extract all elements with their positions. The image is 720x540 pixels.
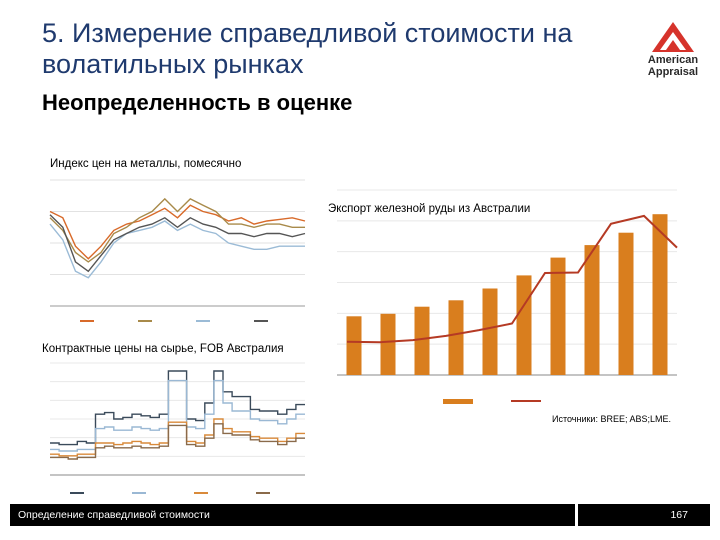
export-volume-bar: [652, 214, 668, 375]
page-title: 5. Измерение справедливой стоимости на в…: [42, 18, 573, 79]
logo-text-line2: Appraisal: [647, 66, 699, 78]
iron-ore-export-chart-title: Экспорт железной руды из Австралии: [326, 203, 533, 215]
contract-price-step-line: [50, 418, 305, 457]
export-volume-bar: [584, 245, 600, 375]
contract-price-step-line: [50, 423, 305, 460]
footer-bar: Определение справедливой стоимости: [10, 504, 575, 526]
export-volume-bar: [516, 275, 532, 375]
export-volume-bar: [448, 300, 464, 375]
export-volume-bar: [414, 306, 430, 375]
page-subtitle: Неопределенность в оценке: [42, 90, 353, 115]
export-volume-bar: [346, 316, 362, 375]
metals-series-line: [49, 214, 306, 273]
contract-prices-chart: [50, 362, 305, 494]
iron-ore-export-chart: [337, 189, 678, 404]
logo-text-line1: American: [647, 54, 699, 66]
export-volume-bar: [482, 288, 498, 375]
export-volume-bar: [380, 313, 396, 375]
sources-note: Источники: BREE; ABS;LME.: [552, 414, 671, 424]
company-logo: American Appraisal: [636, 20, 710, 90]
export-volume-bar: [550, 257, 566, 375]
footer-text: Определение справедливой стоимости: [18, 509, 210, 521]
metals-series-line: [49, 220, 305, 279]
metals-index-chart: [49, 179, 306, 322]
metals-index-chart-title: Индекс цен на металлы, помесячно: [48, 158, 244, 170]
metals-series-line: [49, 197, 305, 263]
page-number: 167: [578, 504, 710, 526]
export-volume-bar: [618, 232, 634, 375]
contract-price-step-line: [50, 379, 305, 452]
legend-swatch-bar: [443, 399, 473, 404]
contract-prices-chart-title: Контрактные цены на сырье, FOB Австралия: [40, 343, 286, 355]
export-value-line: [346, 214, 678, 344]
metals-series-line: [49, 204, 306, 260]
logo-triangle-icon: [652, 22, 694, 52]
